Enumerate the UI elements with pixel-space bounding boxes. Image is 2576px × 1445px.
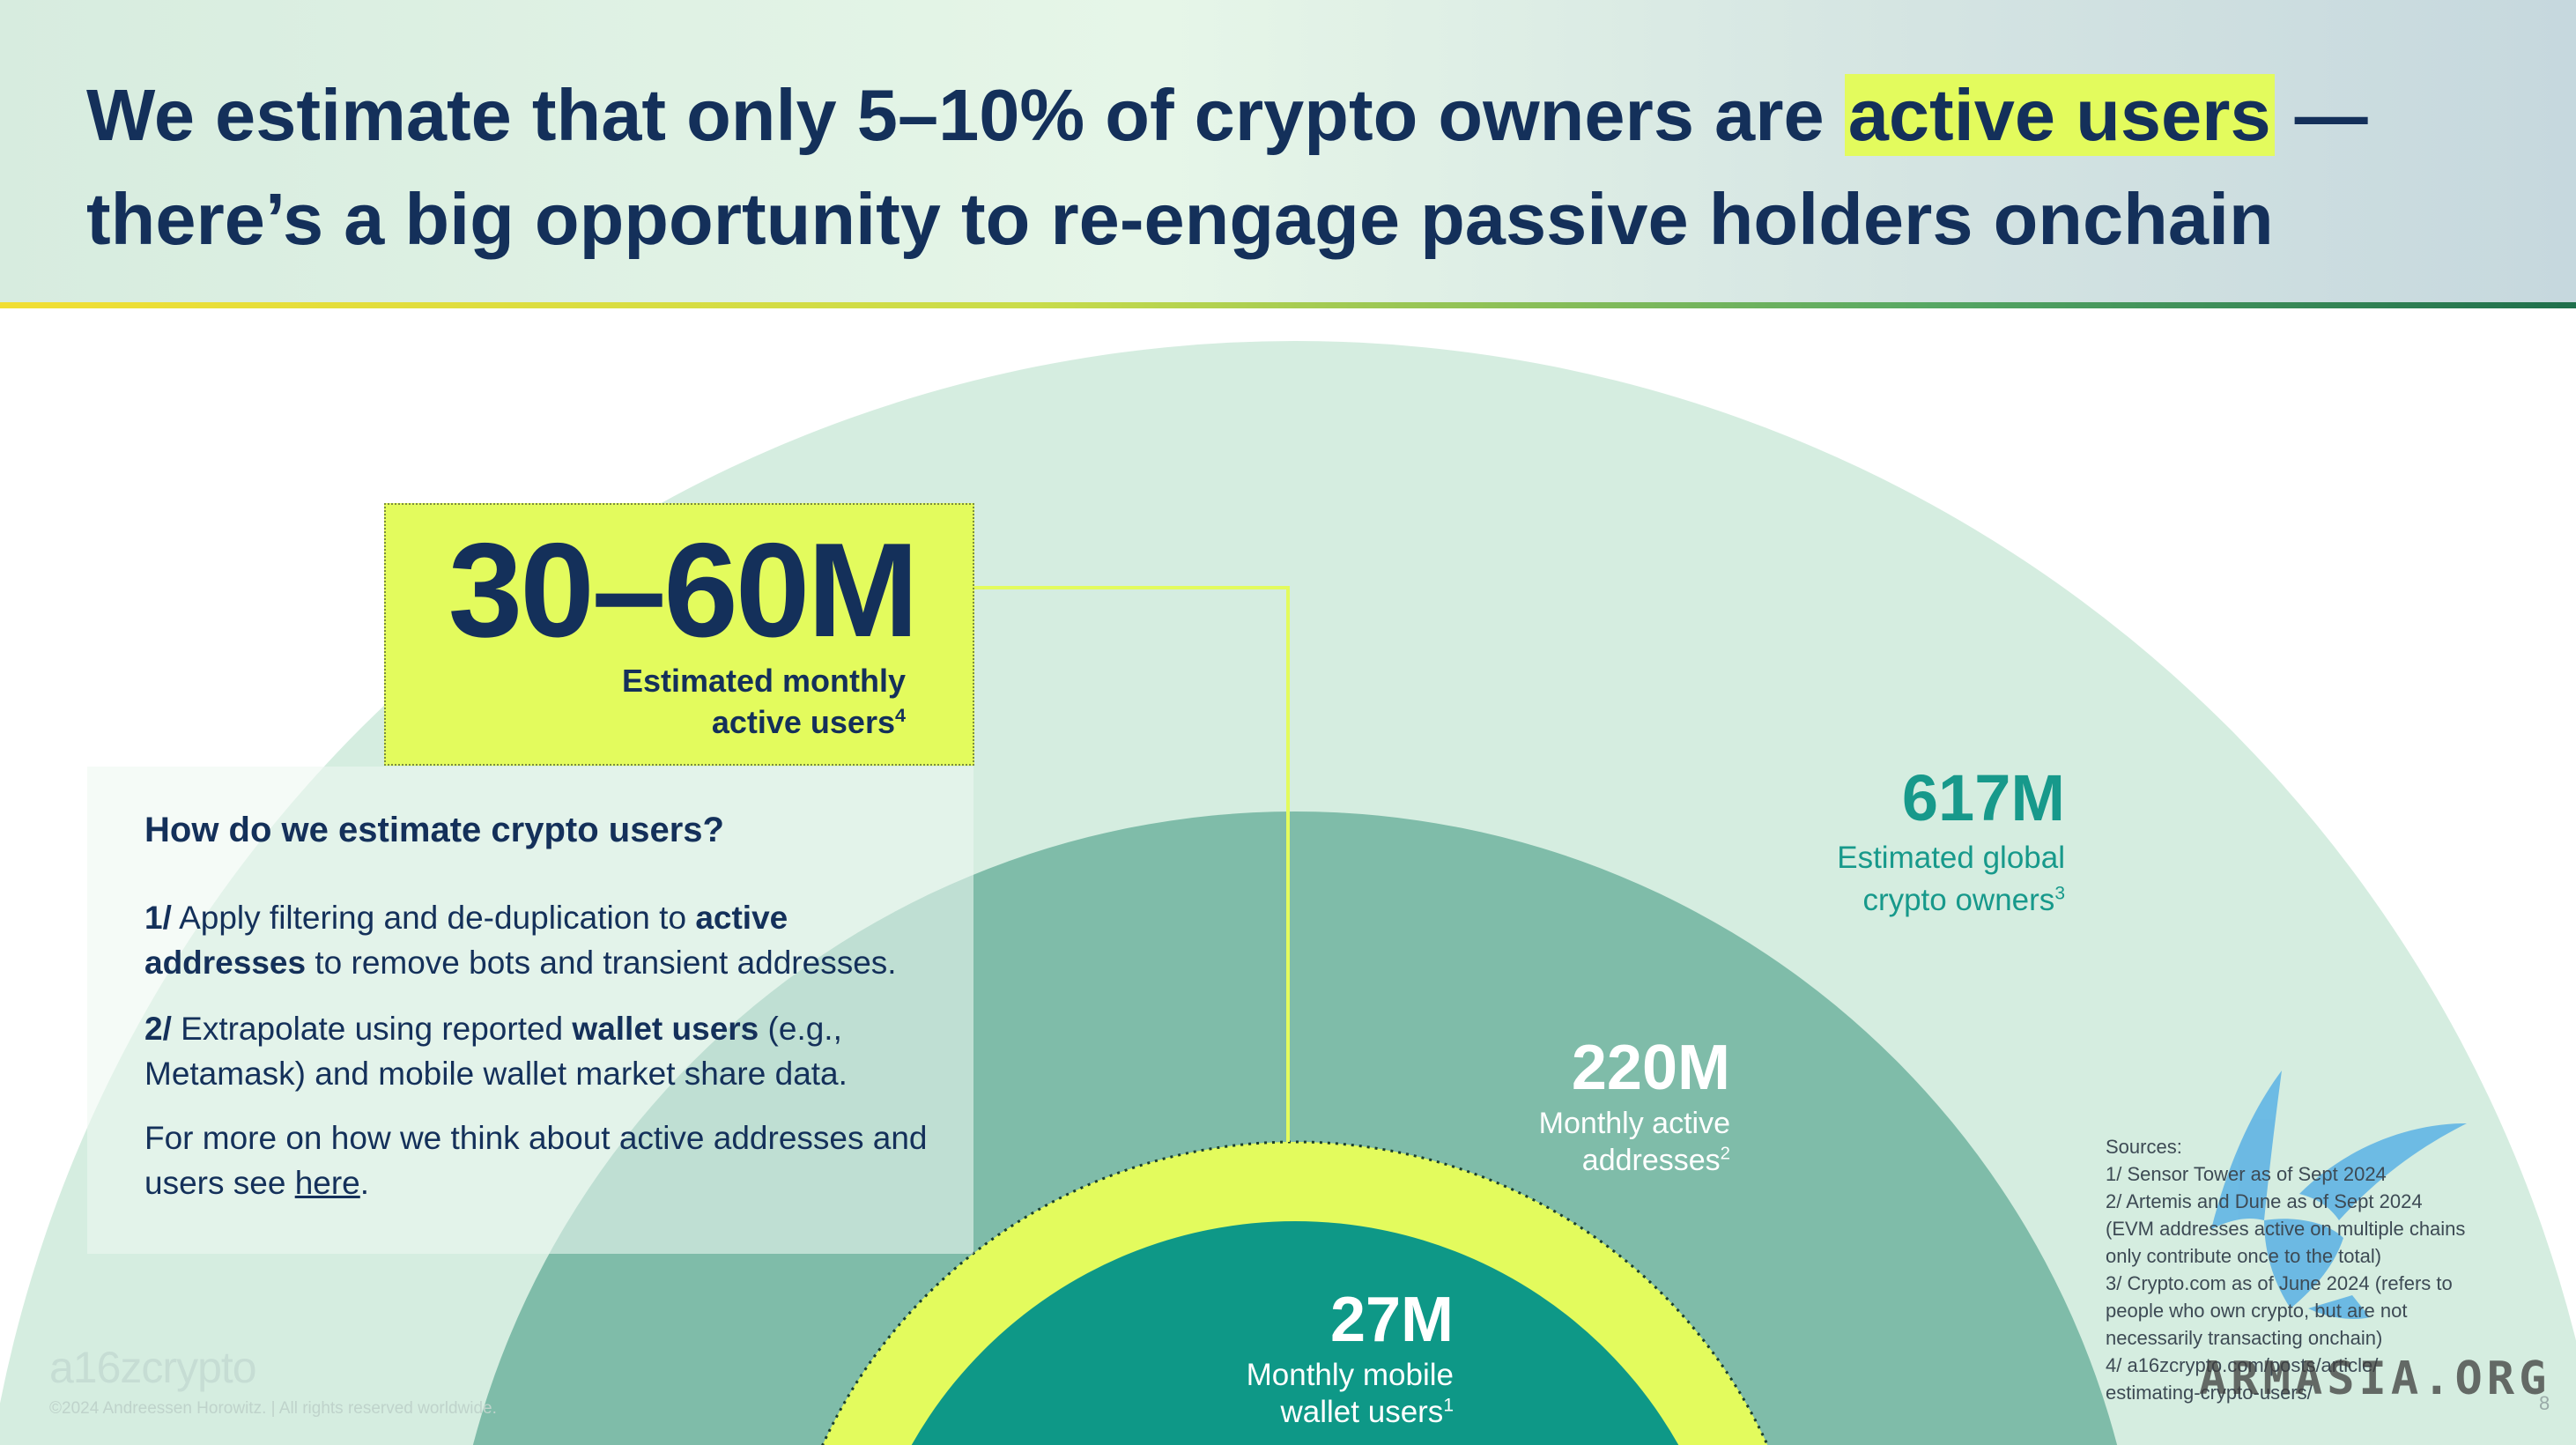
copyright-notice: ©2024 Andreessen Horowitz. | All rights … — [49, 1399, 497, 1418]
sources-line: estimating-crypto-users/ — [2106, 1382, 2313, 1404]
bird-watermark-icon — [2211, 1071, 2467, 1319]
sources-line: only contribute once to the total) — [2106, 1245, 2382, 1267]
stat-crypto-owners: 617M Estimated global crypto owners3 — [1837, 760, 2065, 922]
title-part1: We estimate that only 5–10% of crypto ow… — [86, 74, 1825, 156]
step-1-number: 1/ — [144, 900, 172, 936]
mau-label: Estimated monthly active users4 — [622, 660, 906, 743]
methodology-panel: How do we estimate crypto users? 1/ Appl… — [87, 767, 973, 1254]
here-link[interactable]: here — [294, 1165, 360, 1201]
step-2-text-b: (e.g., Metamask) and mobile wallet marke… — [144, 1011, 848, 1092]
wallets-label: Monthly mobile wallet users1 — [1247, 1357, 1454, 1431]
header-banner: We estimate that only 5–10% of crypto ow… — [0, 0, 2576, 302]
site-watermark: ARMASIA.ORG — [2199, 1352, 2551, 1405]
owners-line2: crypto owners — [1862, 883, 2055, 917]
title-highlight: active users — [1844, 74, 2275, 156]
owners-footnote: 3 — [2054, 883, 2065, 904]
sources-line: 2/ Artemis and Dune as of Sept 2024 — [2106, 1190, 2423, 1212]
stat-wallet-users: 27M Monthly mobile wallet users1 — [1247, 1283, 1454, 1431]
callout-connector-line — [974, 586, 1290, 1142]
title-line2: there’s a big opportunity to re-engage p… — [86, 178, 2274, 260]
owners-label: Estimated global crypto owners3 — [1837, 837, 2065, 922]
step-2-number: 2/ — [144, 1011, 172, 1047]
wallets-line1: Monthly mobile — [1246, 1358, 1454, 1392]
sources-footnotes: Sources: 1/ Sensor Tower as of Sept 2024… — [2106, 1133, 2546, 1406]
sources-line: necessarily transacting onchain) — [2106, 1327, 2383, 1349]
step-2-bold: wallet users — [572, 1011, 759, 1047]
methodology-step-2: 2/ Extrapolate using reported wallet use… — [144, 1006, 955, 1096]
page-title: We estimate that only 5–10% of crypto ow… — [86, 63, 2518, 271]
mau-footnote: 4 — [894, 704, 906, 726]
owners-line1: Estimated global — [1837, 841, 2065, 875]
mau-callout-box: 30–60M Estimated monthly active users4 — [384, 503, 974, 766]
mau-value: 30–60M — [448, 515, 919, 665]
addresses-footnote: 2 — [1720, 1144, 1730, 1164]
owners-value: 617M — [1901, 761, 2065, 834]
methodology-more: For more on how we think about active ad… — [144, 1115, 955, 1205]
sources-line: Sources: — [2106, 1136, 2182, 1158]
addresses-value: 220M — [1571, 1033, 1730, 1103]
more-period: . — [359, 1165, 370, 1201]
sources-line: 1/ Sensor Tower as of Sept 2024 — [2106, 1163, 2387, 1185]
sources-line: (EVM addresses active on multiple chains — [2106, 1218, 2466, 1240]
a16zcrypto-logo: a16zcrypto — [49, 1343, 257, 1392]
sources-line: people who own crypto, but are not — [2106, 1300, 2408, 1322]
header-gradient-rule — [0, 302, 2576, 308]
title-dash: — — [2274, 74, 2368, 156]
more-text: For more on how we think about active ad… — [144, 1120, 928, 1201]
addresses-label: Monthly active addresses2 — [1539, 1105, 1730, 1179]
step-1-bold: active addresses — [144, 900, 788, 981]
wallets-value: 27M — [1329, 1285, 1454, 1355]
mau-label-line1: Estimated monthly — [621, 663, 906, 699]
addresses-line1: Monthly active — [1538, 1107, 1730, 1140]
page-number: 8 — [2539, 1392, 2550, 1414]
sources-line: 4/ a16zcrypto.com/posts/article/ — [2106, 1354, 2379, 1376]
addresses-line2: addresses — [1581, 1144, 1721, 1177]
methodology-step-1: 1/ Apply filtering and de-duplication to… — [144, 895, 955, 985]
inner-arc-wallets — [911, 1221, 1679, 1445]
methodology-heading: How do we estimate crypto users? — [144, 811, 724, 849]
step-2-text-a: Extrapolate using reported — [171, 1011, 573, 1047]
sources-line: 3/ Crypto.com as of June 2024 (refers to — [2106, 1272, 2453, 1294]
stat-active-addresses: 220M Monthly active addresses2 — [1539, 1031, 1730, 1179]
step-1-text-a: Apply filtering and de-duplication to — [171, 900, 696, 936]
wallets-line2: wallet users — [1280, 1395, 1444, 1429]
mau-label-line2: active users — [711, 704, 895, 740]
wallets-footnote: 1 — [1443, 1395, 1454, 1416]
step-1-text-b: to remove bots and transient addresses. — [306, 945, 897, 981]
